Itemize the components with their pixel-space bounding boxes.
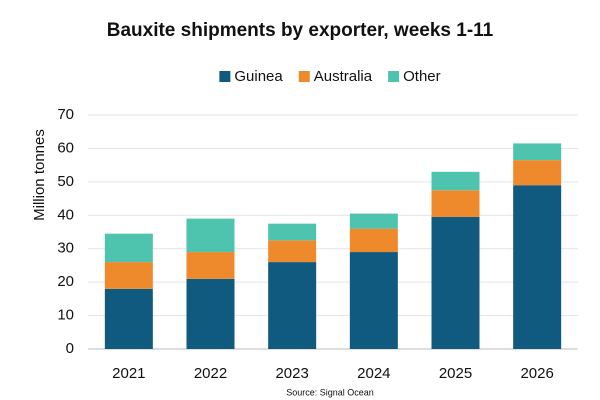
- y-tick-label: 10: [57, 307, 74, 324]
- bar-segment: [431, 171, 480, 191]
- x-tick-label: 2023: [275, 365, 308, 382]
- y-tick-label: 0: [66, 340, 74, 357]
- bar-segment: [349, 252, 398, 349]
- y-tick-label: 40: [57, 206, 74, 223]
- chart-title: Bauxite shipments by exporter, weeks 1-1…: [107, 20, 494, 41]
- bar-segment: [513, 160, 562, 186]
- bar-segment: [268, 262, 317, 349]
- bar-segment: [268, 240, 317, 263]
- bar-segment: [349, 213, 398, 229]
- bar-segment: [431, 216, 480, 349]
- bar-segment: [104, 288, 153, 349]
- legend-swatch: [219, 71, 231, 82]
- x-tick-label: 2022: [194, 365, 227, 382]
- x-tick-label: 2026: [520, 365, 553, 382]
- bar-segment: [349, 228, 398, 253]
- x-tick-label: 2025: [439, 365, 472, 382]
- bar-segment: [513, 185, 562, 349]
- bar-segment: [104, 233, 153, 263]
- bar-segment: [268, 223, 317, 241]
- y-tick-label: 70: [57, 106, 74, 123]
- bar-segment: [186, 278, 235, 349]
- bar-segment: [186, 218, 235, 253]
- y-tick-label: 60: [57, 139, 74, 156]
- legend-swatch: [388, 71, 400, 82]
- y-tick-label: 50: [57, 173, 74, 190]
- y-axis-label: Million tonnes: [31, 129, 48, 221]
- legend-label: Guinea: [234, 68, 283, 85]
- bar-segment: [431, 190, 480, 217]
- legend-label: Other: [403, 68, 441, 85]
- bar-segment: [513, 143, 562, 161]
- y-tick-label: 30: [57, 240, 74, 257]
- y-tick-label: 20: [57, 273, 74, 290]
- legend-swatch: [298, 71, 310, 82]
- x-tick-label: 2021: [112, 365, 145, 382]
- x-tick-label: 2024: [357, 365, 390, 382]
- bar-segment: [186, 252, 235, 279]
- source: Source: Signal Ocean: [286, 387, 374, 397]
- legend-label: Australia: [314, 68, 373, 85]
- bar-segment: [104, 262, 153, 289]
